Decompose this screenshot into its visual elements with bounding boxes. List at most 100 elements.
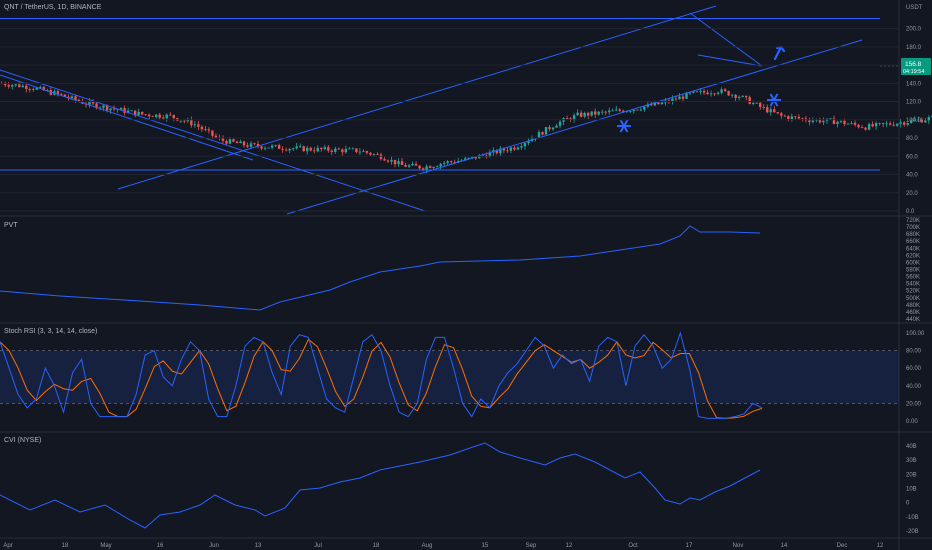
candle-body — [214, 135, 218, 138]
candle-body — [829, 118, 832, 120]
candle-body — [327, 147, 330, 151]
candle-body — [119, 108, 123, 110]
candle-body — [77, 99, 81, 102]
candle-body — [917, 119, 920, 121]
candle-body — [151, 116, 154, 118]
candle-body — [502, 148, 506, 151]
pvt-pane[interactable] — [0, 225, 761, 311]
candle-body — [341, 149, 344, 153]
candle-body — [604, 111, 607, 113]
candle-body — [808, 120, 811, 122]
pvt-series-line — [0, 225, 761, 311]
x-axis-label: 12 — [566, 543, 573, 549]
candle-body — [860, 127, 864, 128]
candle-body — [4, 83, 7, 86]
stoch-axis-tick: 60.00 — [906, 366, 922, 372]
trendline — [0, 69, 426, 212]
cvi-axis-tick: -10B — [906, 515, 919, 521]
candle-body — [432, 166, 435, 168]
candle-body — [249, 143, 253, 147]
candle-body — [769, 109, 772, 113]
candle-body — [874, 123, 878, 127]
price-axis-tick: 140.0 — [906, 81, 922, 87]
trendline — [689, 12, 763, 67]
candle-body — [369, 152, 372, 155]
candle-body — [646, 104, 650, 107]
cvi-axis-tick: 40B — [906, 444, 917, 450]
price-badge-countdown: 04:19:54 — [903, 69, 924, 75]
candle-body — [527, 141, 530, 144]
cvi-pane[interactable] — [0, 442, 761, 529]
price-badge[interactable]: 156.8 04:19:54 — [901, 58, 931, 75]
pvt-axis-tick: 620K — [906, 253, 920, 259]
candle-body — [685, 92, 688, 99]
candle-body — [678, 96, 681, 100]
candle-body — [91, 101, 95, 104]
candle-body — [850, 122, 853, 124]
candle-body — [618, 109, 621, 111]
candle-body — [60, 93, 63, 95]
x-axis-label: 15 — [482, 543, 489, 549]
candle-body — [225, 140, 228, 144]
x-axis-label: 16 — [157, 543, 164, 549]
cvi-axis-tick: 20B — [906, 472, 917, 478]
candle-body — [671, 98, 674, 102]
candle-body — [291, 148, 295, 150]
candle-body — [270, 145, 274, 148]
candle-body — [924, 120, 927, 123]
cvi-axis-tick: -20B — [906, 529, 919, 535]
stoch-rsi-pane[interactable] — [0, 331, 899, 419]
candle-body — [288, 148, 291, 151]
candle-body — [853, 122, 857, 125]
candle-body — [657, 102, 660, 105]
candle-body — [481, 155, 485, 156]
candle-body — [155, 114, 158, 117]
candle-body — [636, 109, 639, 111]
candle-body — [867, 124, 871, 130]
candle-body — [513, 147, 516, 150]
candle-body — [899, 122, 902, 124]
candle-body — [95, 103, 98, 109]
candle-body — [885, 123, 888, 125]
candle-body — [506, 150, 509, 152]
price-axis-tick: 180.0 — [906, 45, 922, 51]
candle-body — [411, 163, 414, 166]
candle-body — [888, 123, 892, 125]
candle-body — [428, 166, 432, 168]
candle-body — [400, 161, 404, 166]
candle-body — [471, 156, 474, 158]
candle-body — [755, 102, 758, 104]
candle-body — [579, 112, 583, 117]
candle-body — [794, 116, 797, 118]
candle-body — [102, 105, 105, 108]
candle-body — [228, 139, 232, 144]
candle-body — [18, 84, 21, 88]
candle-body — [302, 146, 305, 152]
candle-body — [204, 129, 207, 131]
candle-body — [183, 120, 186, 122]
stoch-axis-tick: 20.00 — [906, 401, 922, 407]
candle-body — [316, 147, 319, 152]
candle-body — [688, 92, 692, 94]
pvt-axis-tick: 460K — [906, 310, 920, 316]
candle-body — [903, 122, 906, 125]
price-axis-tick: 60.0 — [906, 154, 918, 160]
candle-body — [881, 122, 885, 124]
candle-body — [895, 123, 899, 126]
asterisk-stroke — [769, 93, 779, 107]
candle-body — [355, 148, 358, 153]
stoch-k-line — [0, 331, 763, 419]
candle-body — [692, 91, 695, 93]
candle-body — [169, 114, 172, 116]
candle-body — [277, 144, 281, 149]
pvt-axis-tick: 580K — [906, 268, 920, 274]
candle-body — [695, 91, 699, 93]
candle-body — [920, 119, 923, 123]
candle-body — [516, 147, 520, 150]
candle-body — [274, 144, 277, 146]
candle-body — [126, 110, 130, 113]
candle-body — [548, 127, 551, 130]
price-pane[interactable] — [0, 5, 932, 215]
